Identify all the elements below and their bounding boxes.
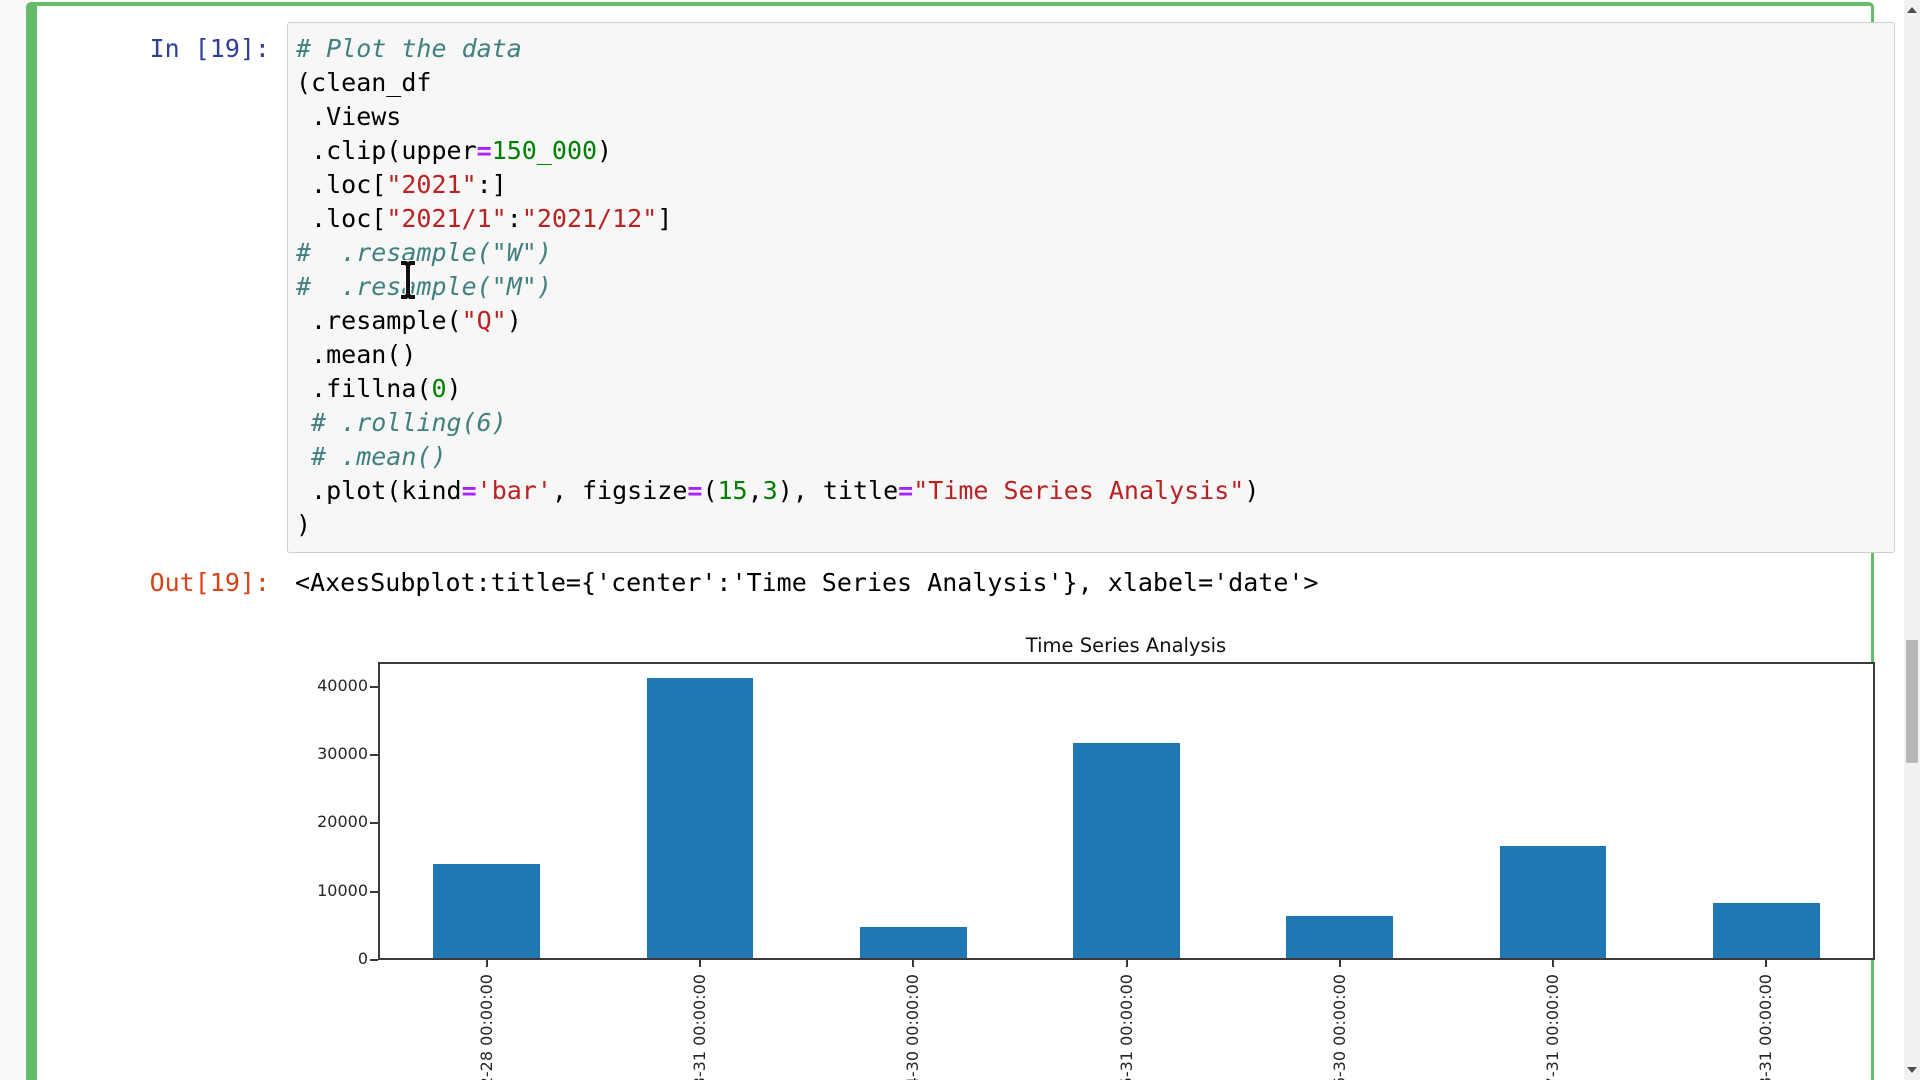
x-tick-mark bbox=[1338, 960, 1341, 967]
arrow-down-icon bbox=[1907, 1067, 1917, 1073]
code-editor[interactable]: # Plot the data (clean_df .Views .clip(up… bbox=[287, 22, 1895, 553]
bar-2 bbox=[646, 678, 754, 958]
bar-5 bbox=[1286, 915, 1394, 958]
x-tick-label: 2021-02-28 00:00:00 bbox=[476, 974, 496, 1080]
y-tick-label: 20000 bbox=[317, 812, 368, 832]
bar-4 bbox=[1073, 742, 1180, 958]
code-line: (clean_df bbox=[296, 68, 432, 97]
scrollbar-up-button[interactable] bbox=[1904, 0, 1920, 18]
x-tick-label: 2021-06-30 00:00:00 bbox=[1329, 974, 1349, 1080]
y-tick-label: 0 bbox=[357, 949, 368, 968]
code-line: # .resample("M") bbox=[296, 272, 552, 301]
x-tick-mark bbox=[1552, 960, 1555, 967]
y-tick-label: 40000 bbox=[317, 675, 368, 695]
code-line: # Plot the data bbox=[296, 34, 522, 63]
output-prompt: Out[19]: bbox=[149, 568, 270, 597]
page-left-margin bbox=[0, 0, 26, 1080]
x-tick-mark bbox=[485, 960, 488, 967]
y-tick-mark bbox=[370, 753, 378, 756]
scrollbar-thumb[interactable] bbox=[1906, 640, 1918, 763]
code-line: .mean() bbox=[296, 340, 417, 369]
code-line: # .rolling(6) bbox=[296, 408, 507, 437]
y-tick-label: 10000 bbox=[317, 880, 368, 900]
x-tick-label: 2021-05-31 00:00:00 bbox=[1116, 974, 1136, 1080]
output-repr-text: <AxesSubplot:title={'center':'Time Serie… bbox=[295, 568, 1319, 597]
code-line: .clip(upper=150_000) bbox=[296, 136, 613, 165]
vertical-scrollbar[interactable] bbox=[1904, 0, 1920, 1080]
x-tick-mark bbox=[1765, 960, 1768, 967]
x-tick-label: 2021-07-31 00:00:00 bbox=[1543, 974, 1563, 1080]
y-tick-mark bbox=[370, 822, 378, 825]
bar-1 bbox=[433, 864, 540, 958]
code-line: .loc["2021/1":"2021/12"] bbox=[296, 204, 673, 233]
code-line: # .mean() bbox=[296, 442, 447, 471]
code-line: # .resample("W") bbox=[296, 238, 552, 267]
x-tick-label: 2021-04-30 00:00:00 bbox=[903, 974, 923, 1080]
x-tick-mark bbox=[698, 960, 701, 967]
chart-title: Time Series Analysis bbox=[1025, 634, 1227, 657]
x-tick-mark bbox=[912, 960, 915, 967]
bar-7 bbox=[1713, 903, 1820, 958]
code-line: .loc["2021":] bbox=[296, 170, 507, 199]
scrollbar-down-button[interactable] bbox=[1904, 1062, 1920, 1080]
bar-6 bbox=[1499, 845, 1607, 958]
y-tick-mark bbox=[370, 959, 378, 961]
x-tick-label: 2021-08-31 00:00:00 bbox=[1756, 974, 1776, 1080]
x-tick-label: 2021-03-31 00:00:00 bbox=[689, 974, 709, 1080]
y-tick-mark bbox=[370, 685, 378, 688]
code-line: .Views bbox=[296, 102, 402, 131]
code-line: .resample("Q") bbox=[296, 306, 522, 335]
selected-code-cell[interactable]: In [19]: # Plot the data (clean_df .Views… bbox=[26, 2, 1895, 1080]
code-line: .plot(kind='bar', figsize=(15,3), title=… bbox=[296, 476, 1260, 505]
input-prompt: In [19]: bbox=[149, 34, 270, 63]
code-line: ) bbox=[296, 510, 312, 539]
bar-3 bbox=[859, 926, 967, 958]
code-line: .fillna(0) bbox=[296, 374, 462, 403]
arrow-up-icon bbox=[1907, 7, 1917, 13]
x-tick-mark bbox=[1125, 960, 1128, 967]
chart-plot-area bbox=[378, 662, 1875, 960]
y-tick-label: 30000 bbox=[317, 743, 368, 763]
y-tick-mark bbox=[370, 890, 378, 893]
